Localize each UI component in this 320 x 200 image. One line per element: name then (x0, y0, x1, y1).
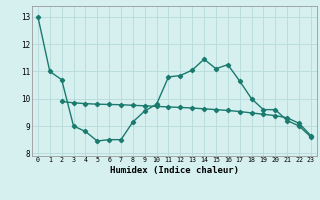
X-axis label: Humidex (Indice chaleur): Humidex (Indice chaleur) (110, 166, 239, 175)
